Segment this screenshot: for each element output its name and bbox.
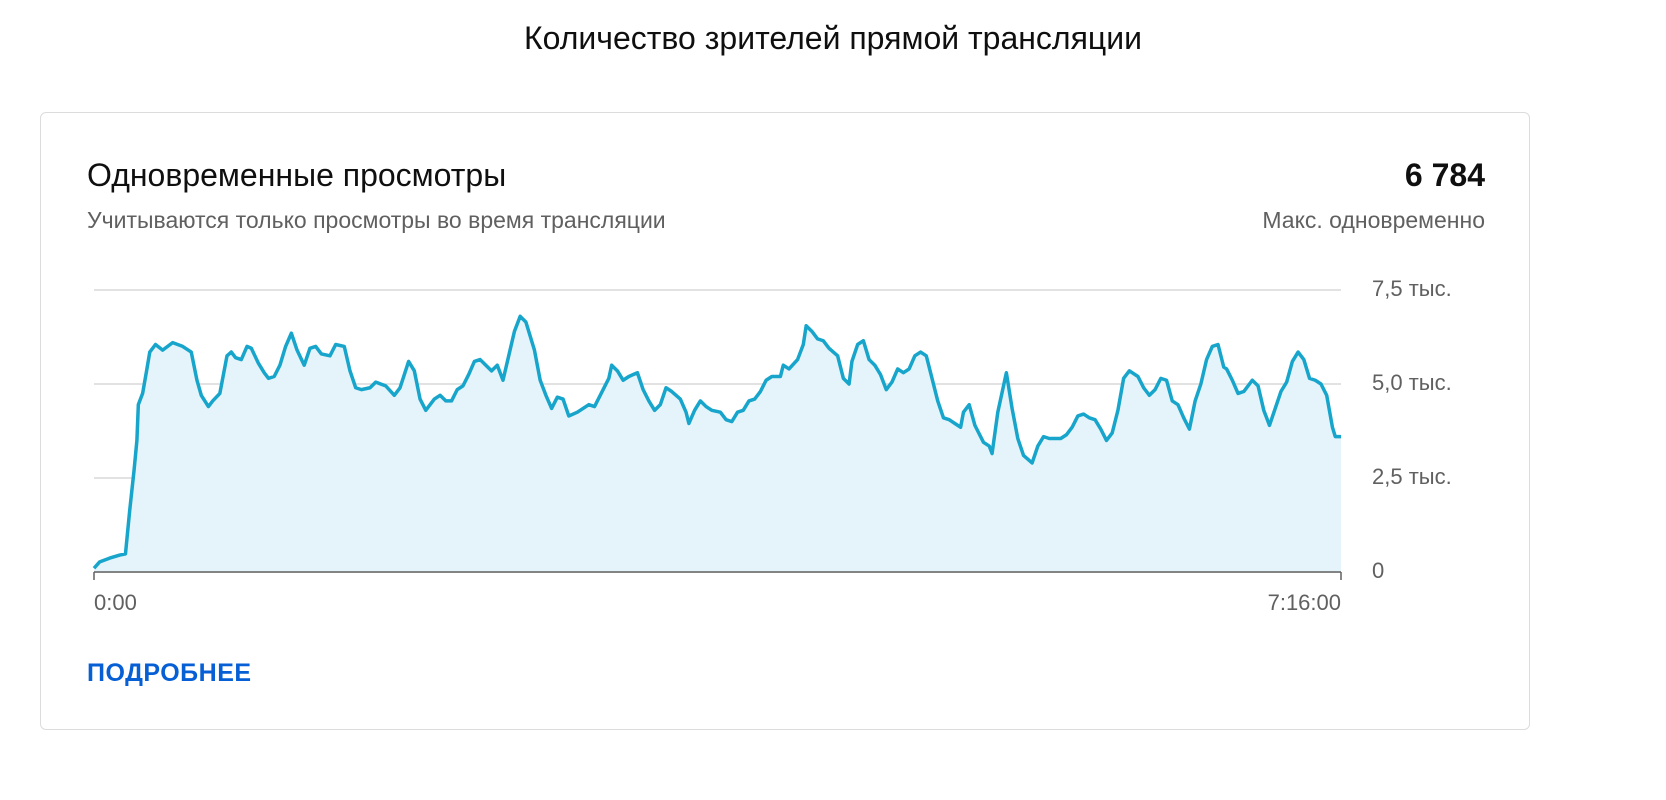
area-fill [94,316,1341,572]
x-tick-label: 7:16:00 [1268,590,1341,615]
card-subtitle: Учитываются только просмотры во время тр… [87,207,666,233]
y-tick-label: 7,5 тыс. [1372,276,1452,301]
y-tick-label: 5,0 тыс. [1372,370,1452,395]
page-title: Количество зрителей прямой трансляции [524,20,1142,56]
max-value: 6 784 [1404,157,1485,193]
max-label: Макс. одновременно [1262,207,1485,233]
card: Одновременные просмотры Учитываются толь… [40,112,1530,730]
line [92,314,1341,570]
x-tick-label: 0:00 [94,590,137,615]
y-tick-label: 0 [1372,558,1384,583]
card-title: Одновременные просмотры [87,157,507,193]
more-link[interactable]: ПОДРОБНЕЕ [87,659,252,687]
y-tick-label: 2,5 тыс. [1372,464,1452,489]
